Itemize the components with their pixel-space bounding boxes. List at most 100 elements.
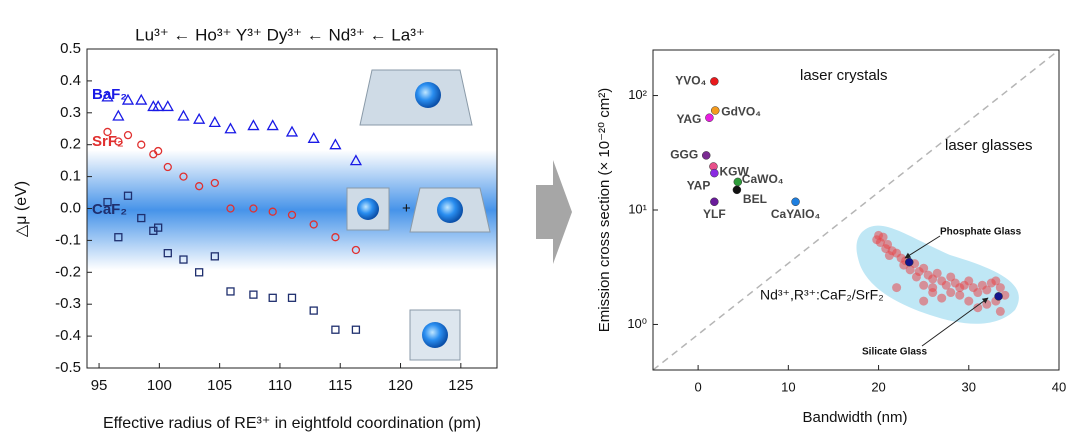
y-tick-label: 0.0 [60, 199, 81, 216]
icon [357, 198, 379, 220]
annotation: laser glasses [945, 137, 1033, 154]
point [114, 233, 123, 242]
y-tick-label: 10⁰ [627, 316, 647, 331]
point [919, 263, 929, 273]
point [249, 204, 258, 213]
point [163, 249, 172, 258]
point [210, 252, 219, 261]
y-tick-label: 0.5 [60, 40, 81, 57]
point [331, 233, 340, 242]
point [224, 122, 237, 134]
y-tick-label: 10² [628, 87, 647, 102]
x-tick-label: 100 [147, 377, 172, 394]
point [135, 93, 148, 105]
point [964, 296, 974, 306]
icon [422, 322, 448, 348]
y-tick-label: -0.5 [55, 359, 81, 376]
x-tick-label: 95 [91, 377, 108, 394]
x-tick-label: 105 [207, 377, 232, 394]
point [268, 207, 277, 216]
series-label: BaF₂ [92, 86, 127, 103]
x-tick-label: 10 [781, 379, 795, 394]
icon: + [402, 200, 411, 217]
point [309, 306, 318, 315]
point [911, 272, 921, 282]
point [932, 268, 942, 278]
point [995, 283, 1005, 293]
point [994, 292, 1003, 301]
point [179, 172, 188, 181]
point [153, 146, 163, 156]
x-tick-label: 110 [268, 377, 292, 394]
point [123, 130, 133, 140]
x-tick-label: 20 [871, 379, 885, 394]
point [114, 137, 123, 146]
point [137, 213, 146, 223]
point-label: YVO₄ [675, 74, 706, 88]
point [103, 127, 112, 137]
point [309, 220, 318, 229]
point [733, 177, 743, 187]
annotation: laser crystals [800, 67, 888, 84]
point [919, 280, 929, 290]
point [351, 245, 361, 255]
x-axis-label: Effective radius of RE³⁺ in eightfold co… [103, 415, 481, 432]
point [247, 119, 260, 131]
point [152, 100, 165, 112]
y-tick-label: 0.3 [60, 104, 81, 121]
point [179, 255, 188, 264]
x-tick-label: 125 [448, 377, 473, 394]
right-chart: Bandwidth (nm) Emission cross section (×… [596, 49, 1066, 426]
series-label: Phosphate Glass [940, 227, 1022, 238]
point-label: KGW [719, 165, 749, 179]
point [349, 154, 363, 166]
point [331, 325, 340, 334]
point [112, 109, 125, 121]
point [226, 287, 235, 296]
point [226, 204, 235, 213]
point [905, 265, 915, 275]
annotation: Lu³⁺ ← Ho³⁺ Y³⁺ Dy³⁺ ← Nd³⁺ ← La³⁺ [135, 25, 425, 44]
point [705, 113, 714, 122]
point [995, 306, 1005, 316]
point [123, 191, 133, 200]
y-tick-label: 0.2 [60, 136, 81, 153]
point-label: BEL [743, 192, 767, 206]
point [884, 251, 894, 261]
point [101, 90, 114, 102]
point [249, 290, 258, 299]
y-tick-label: 10¹ [628, 201, 647, 216]
point-label: GGG [670, 148, 698, 162]
point [701, 151, 711, 160]
point [329, 138, 342, 150]
point [351, 325, 361, 334]
y-tick-label: -0.2 [55, 263, 81, 280]
y-axis-label: △μ (eV) [13, 181, 30, 237]
y-tick-label: 0.1 [60, 168, 81, 185]
point [210, 178, 219, 188]
point [973, 288, 983, 298]
point [928, 288, 938, 298]
point [791, 197, 800, 207]
x-axis-label: Bandwidth (nm) [802, 409, 907, 426]
point [194, 268, 204, 277]
structure-icons: + [346, 69, 491, 361]
point-label: GdVO₄ [721, 105, 761, 119]
point-label: CaYAlO₄ [771, 207, 821, 221]
point [287, 210, 297, 220]
point [875, 238, 885, 248]
y-tick-label: 0.4 [60, 72, 81, 89]
point [208, 116, 221, 128]
series-label: CaF₂ [92, 201, 127, 218]
point-label: CaWO₄ [742, 172, 784, 186]
icon [409, 309, 461, 361]
x-tick-label: 115 [328, 377, 352, 394]
point [103, 197, 112, 207]
point [193, 112, 206, 124]
callout-arrow [921, 297, 989, 347]
point [710, 77, 719, 86]
point [941, 280, 951, 290]
point-label: YAP [687, 178, 711, 192]
